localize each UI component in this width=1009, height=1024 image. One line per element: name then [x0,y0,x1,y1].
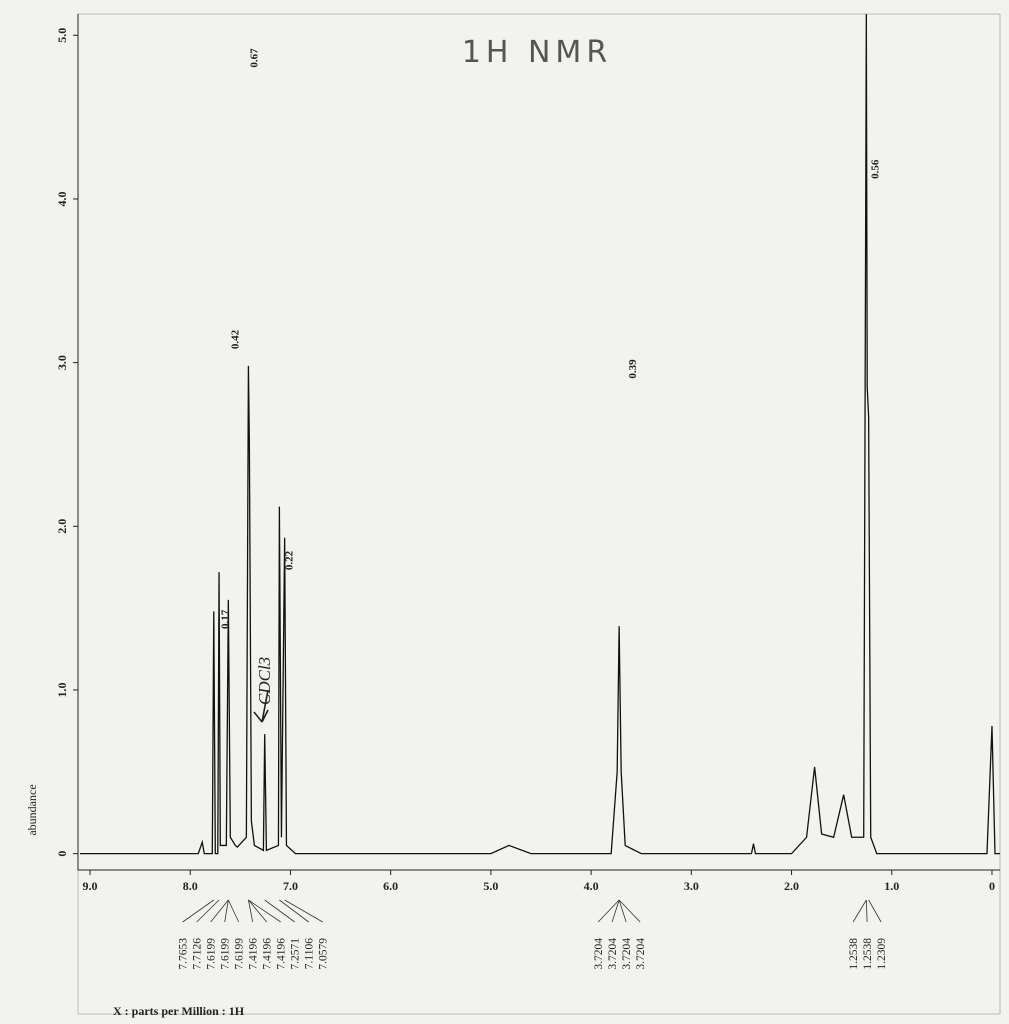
peak-connector [279,899,309,923]
y-tick-label: 5.0 [55,28,69,43]
peak-label: 3.7204 [635,938,647,970]
peak-label: 3.7204 [607,938,619,970]
solvent-arrow [253,689,269,723]
y-tick-label: 1.0 [55,682,69,697]
y-tick-label: 3.0 [55,355,69,370]
y-tick-label: 4.0 [55,191,69,206]
peak-label: 7.4196 [248,938,260,970]
peak-label: 7.4196 [262,938,274,970]
peak-connector [248,899,281,923]
peak-connector [248,899,268,923]
peak-connector [182,899,214,923]
peak-connector [618,899,627,923]
peak-connector [852,899,867,923]
x-tick-label: 2.0 [784,879,799,893]
peak-connector [227,899,240,923]
x-tick-label: 7.0 [283,879,298,893]
peak-connector [597,899,620,923]
peak-label: 1.2538 [862,938,874,970]
peak-connector [264,899,295,923]
x-tick-label: 1.0 [884,879,899,893]
peak-connector [284,899,323,923]
peak-connector [611,899,620,923]
x-tick-label: 0 [989,879,995,893]
y-tick-label: 2.0 [55,519,69,534]
x-tick-label: 6.0 [383,879,398,893]
peak-label: 7.2571 [290,938,302,970]
peak-connector [865,899,868,923]
x-tick-label: 3.0 [684,879,699,893]
x-tick-label: 8.0 [183,879,198,893]
integral-label: 0.17 [219,609,231,629]
integral-label: 0.42 [229,329,241,349]
peak-label: 1.2309 [876,938,888,970]
peak-label: 3.7204 [593,938,605,970]
peak-connector [210,899,229,923]
chart-title: 1H NMR [462,35,612,70]
integral-label: 0.67 [248,48,260,68]
x-tick-label: 4.0 [584,879,599,893]
peak-label: 7.6199 [206,938,218,970]
peak-label: 7.4196 [276,938,288,970]
peak-label: 7.6199 [220,938,232,970]
y-tick-label: 0 [55,851,69,857]
peak-label: 7.6199 [234,938,246,970]
peak-connector [618,899,641,923]
peak-label: 1.2538 [848,938,860,970]
integral-label: 0.39 [627,359,639,379]
solvent-note: CDCl3 [255,657,274,705]
x-axis-label: X : parts per Million : 1H [113,1004,245,1018]
peak-label: 7.7653 [178,938,190,970]
peak-connector [248,899,254,923]
y-axis-label: abundance [25,784,39,835]
peak-label: 7.0579 [318,938,330,970]
x-tick-label: 9.0 [83,879,98,893]
peak-connector [224,899,229,923]
x-tick-label: 5.0 [483,879,498,893]
peak-connector [196,899,220,923]
peak-label: 7.1106 [304,938,316,969]
spectrum-line [80,14,1000,855]
integral-label: 0.22 [283,550,295,570]
integral-label: 0.56 [870,159,882,179]
peak-label: 7.7126 [192,938,204,970]
peak-label: 3.7204 [621,938,633,970]
peak-connector [868,899,882,923]
